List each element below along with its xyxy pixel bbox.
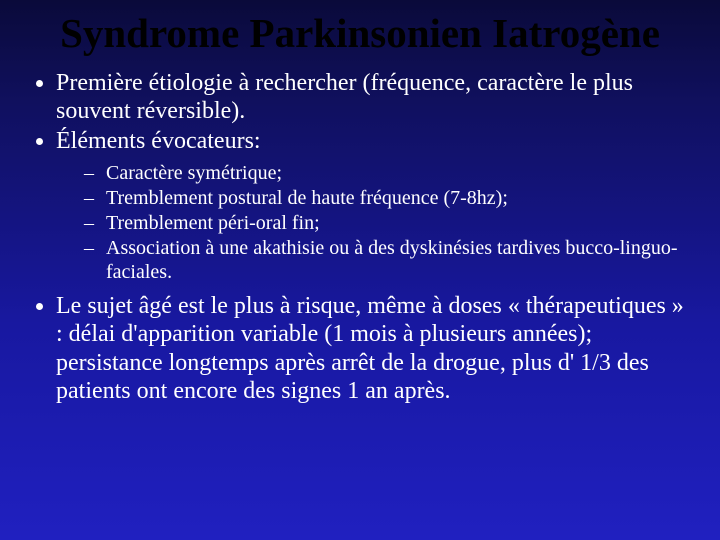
bullet-item: Éléments évocateurs: Caractère symétriqu…	[56, 127, 692, 284]
bullet-list-level2: Caractère symétrique; Tremblement postur…	[56, 161, 692, 284]
bullet-list-level1: Première étiologie à rechercher (fréquen…	[28, 69, 692, 405]
bullet-item: Première étiologie à rechercher (fréquen…	[56, 69, 692, 126]
sub-bullet-item: Caractère symétrique;	[84, 161, 692, 185]
sub-bullet-item: Tremblement postural de haute fréquence …	[84, 186, 692, 210]
slide-container: Syndrome Parkinsonien Iatrogène Première…	[0, 0, 720, 405]
bullet-item: Le sujet âgé est le plus à risque, même …	[56, 292, 692, 405]
sub-bullet-item: Association à une akathisie ou à des dys…	[84, 236, 692, 284]
slide-title: Syndrome Parkinsonien Iatrogène	[28, 12, 692, 55]
sub-bullet-item: Tremblement péri-oral fin;	[84, 211, 692, 235]
bullet-text: Éléments évocateurs:	[56, 128, 261, 154]
